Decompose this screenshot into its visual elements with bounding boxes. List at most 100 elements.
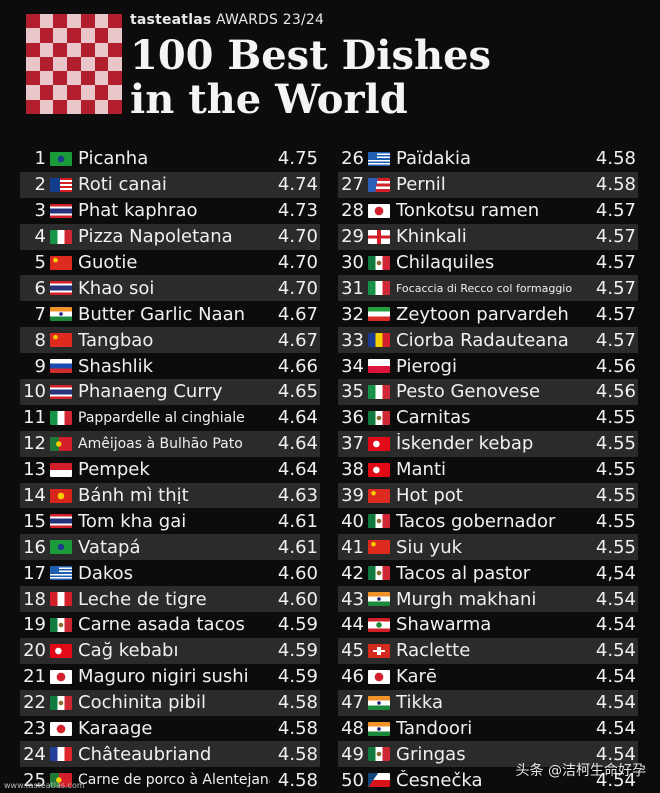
dish-rank: 22 bbox=[23, 692, 46, 714]
dish-name: Tacos gobernador bbox=[396, 510, 556, 532]
dish-score: 4.60 bbox=[277, 588, 318, 610]
dish-name: Khinkali bbox=[396, 226, 467, 248]
dish-rank: 36 bbox=[341, 407, 364, 429]
dish-name: Pierogi bbox=[396, 355, 457, 377]
china-flag-icon bbox=[50, 333, 72, 348]
india-flag-icon bbox=[368, 592, 390, 607]
vietnam-flag-icon bbox=[50, 488, 72, 503]
dish-name: Zeytoon parvardeh bbox=[396, 303, 569, 325]
dish-name: Chilaquiles bbox=[396, 252, 495, 273]
dish-row: 48 Tandoori 4.54 bbox=[338, 716, 638, 742]
dish-rank: 19 bbox=[23, 614, 46, 636]
iran-flag-icon bbox=[368, 307, 390, 322]
dish-score: 4.54 bbox=[595, 614, 636, 636]
dish-name: Tacos al pastor bbox=[396, 562, 531, 584]
dish-rank: 6 bbox=[34, 277, 46, 299]
dish-row: 46 Karē 4.54 bbox=[338, 664, 638, 690]
dish-score: 4.58 bbox=[595, 174, 636, 196]
dish-rank: 41 bbox=[341, 536, 364, 558]
dish-rank: 5 bbox=[34, 252, 46, 273]
dish-rank: 7 bbox=[34, 303, 46, 325]
source-credit: www.tasteatlas.com bbox=[4, 781, 85, 790]
dish-name: Tom kha gai bbox=[78, 510, 187, 532]
dish-rank: 47 bbox=[341, 692, 364, 714]
brazil-flag-icon bbox=[50, 540, 72, 555]
dish-row: 42 Tacos al pastor 4,54 bbox=[338, 560, 638, 586]
malaysia-flag-icon bbox=[50, 177, 72, 192]
dish-score: 4.61 bbox=[277, 536, 318, 558]
dish-row: 9 Shashlik 4.66 bbox=[20, 353, 320, 379]
dish-rank: 15 bbox=[23, 510, 46, 532]
dish-name: Carne de porco à Alentejana bbox=[78, 772, 270, 789]
romania-flag-icon bbox=[368, 333, 390, 348]
peru-flag-icon bbox=[50, 592, 72, 607]
japan-flag-icon bbox=[368, 669, 390, 684]
dish-rank: 17 bbox=[23, 562, 46, 584]
dish-score: 4.73 bbox=[277, 200, 318, 222]
dish-name: İskender kebap bbox=[396, 433, 534, 455]
dish-rank: 10 bbox=[23, 381, 46, 403]
dish-score: 4.58 bbox=[277, 718, 318, 740]
dish-name: Châteaubriand bbox=[78, 743, 212, 765]
dish-row: 35 Pesto Genovese 4.56 bbox=[338, 379, 638, 405]
dish-rank: 2 bbox=[34, 174, 46, 196]
dish-row: 23 Karaage 4.58 bbox=[20, 716, 320, 742]
ranking-column-right: 26 Païdakia 4.58 27 Pernil 4.58 28 Tonkotsu ram… bbox=[338, 146, 638, 793]
dish-score: 4,54 bbox=[595, 562, 636, 584]
dish-rank: 14 bbox=[23, 485, 46, 507]
dish-name: Murgh makhani bbox=[396, 588, 537, 610]
dish-score: 4.56 bbox=[595, 355, 636, 377]
portugal-flag-icon bbox=[50, 436, 72, 451]
dish-score: 4.70 bbox=[277, 226, 318, 248]
dish-score: 4.64 bbox=[277, 459, 318, 481]
dish-row: 14 Bánh mì thịt 4.63 bbox=[20, 482, 320, 509]
dish-score: 4.74 bbox=[277, 174, 318, 196]
mexico-flag-icon bbox=[368, 566, 390, 581]
dish-rank: 25 bbox=[23, 769, 46, 791]
dish-name: Siu yuk bbox=[396, 536, 463, 558]
lebanon-flag-icon bbox=[368, 617, 390, 632]
dish-score: 4.58 bbox=[277, 743, 318, 765]
brand-name: tasteatlas bbox=[130, 12, 212, 28]
dish-row: 33 Ciorba Radauteana 4.57 bbox=[338, 327, 638, 354]
dish-rank: 3 bbox=[34, 200, 46, 222]
dish-name: Roti canai bbox=[78, 174, 167, 196]
dish-score: 4.56 bbox=[595, 381, 636, 403]
dish-score: 4.63 bbox=[277, 485, 318, 507]
dish-name: Pizza Napoletana bbox=[78, 226, 233, 248]
dish-name: Khao soi bbox=[78, 277, 155, 299]
dish-name: Pempek bbox=[78, 459, 150, 481]
greece-flag-icon bbox=[50, 566, 72, 581]
dish-row: 43 Murgh makhani 4.54 bbox=[338, 586, 638, 613]
dish-name: Shawarma bbox=[396, 614, 492, 636]
dish-rank: 18 bbox=[23, 588, 46, 610]
dish-row: 49 Gringas 4.54 bbox=[338, 741, 638, 768]
thailand-flag-icon bbox=[50, 514, 72, 529]
dish-name: Tonkotsu ramen bbox=[396, 200, 540, 222]
dish-rank: 21 bbox=[23, 666, 46, 688]
dish-row: 29 Khinkali 4.57 bbox=[338, 223, 638, 250]
ranking-column-left: 1 Picanha 4.75 2 Roti canai 4.74 3 Phat kaphrao… bbox=[20, 146, 320, 793]
dish-row: 38 Manti 4.55 bbox=[338, 457, 638, 483]
japan-flag-icon bbox=[368, 203, 390, 218]
india-flag-icon bbox=[50, 307, 72, 322]
dish-rank: 34 bbox=[341, 355, 364, 377]
dish-rank: 29 bbox=[341, 226, 364, 248]
dish-name: Pernil bbox=[396, 174, 446, 196]
dish-score: 4.59 bbox=[277, 614, 318, 636]
dish-score: 4.55 bbox=[595, 433, 636, 455]
dish-row: 18 Leche de tigre 4.60 bbox=[20, 586, 320, 613]
dish-row: 27 Pernil 4.58 bbox=[338, 171, 638, 198]
dish-row: 34 Pierogi 4.56 bbox=[338, 353, 638, 379]
mexico-flag-icon bbox=[368, 514, 390, 529]
dish-name: Carne asada tacos bbox=[78, 614, 245, 636]
dish-score: 4.57 bbox=[595, 277, 636, 299]
dish-row: 5 Guotie 4.70 bbox=[20, 250, 320, 276]
dish-rank: 33 bbox=[341, 329, 364, 351]
dish-score: 4.64 bbox=[277, 433, 318, 455]
dish-name: Karē bbox=[396, 666, 437, 688]
dish-name: Amêijoas à Bulhão Pato bbox=[78, 435, 243, 452]
mexico-flag-icon bbox=[50, 695, 72, 710]
dish-score: 4.54 bbox=[595, 743, 636, 765]
dish-score: 4.57 bbox=[595, 303, 636, 325]
